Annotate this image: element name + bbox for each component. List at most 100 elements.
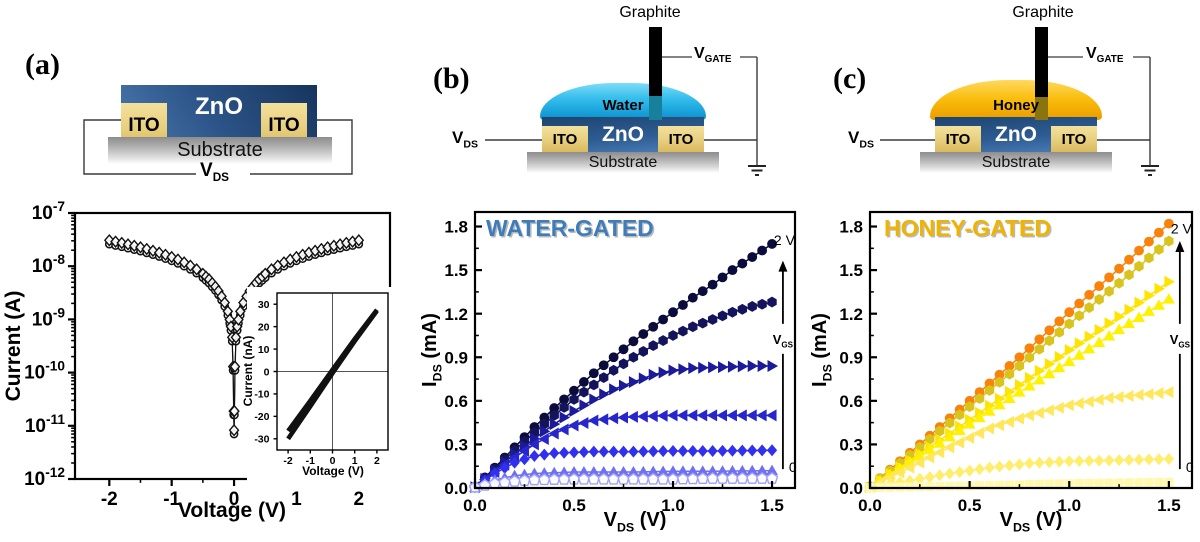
svg-text:1: 1 <box>291 489 302 510</box>
svg-text:-20: -20 <box>254 411 269 423</box>
svg-text:0: 0 <box>229 489 240 510</box>
panel-a: (a) ZnO ITO ITO Substrate VDS <box>0 0 420 200</box>
svg-text:1.8: 1.8 <box>444 218 468 237</box>
ground-icon <box>748 165 766 176</box>
svg-text:0: 0 <box>264 366 270 378</box>
svg-text:2 V: 2 V <box>1171 220 1193 236</box>
svg-text:IDS (mA): IDS (mA) <box>810 313 835 387</box>
graphite-label: Graphite <box>1012 4 1074 21</box>
ito-electrode-left: ITO <box>935 126 981 152</box>
svg-text:0: 0 <box>1186 459 1194 475</box>
svg-text:0.6: 0.6 <box>444 392 468 411</box>
svg-text:30: 30 <box>258 299 270 311</box>
svg-text:10: 10 <box>258 344 270 356</box>
svg-text:20: 20 <box>258 321 270 333</box>
svg-text:0.0: 0.0 <box>839 479 863 498</box>
vds-label: VDS <box>200 160 230 184</box>
substrate-layer: Substrate <box>108 137 332 164</box>
svg-text:1.5: 1.5 <box>839 261 863 280</box>
water-gated-output-chart: 0.0 0.5 1.0 1.5 0.0 0.3 0.6 0.9 1.2 1.5 1.8 VDS (V)… <box>420 210 797 535</box>
svg-text:10-8: 10-8 <box>32 252 66 277</box>
graphite-rod <box>649 27 662 98</box>
wires-panel-a <box>83 119 353 175</box>
svg-text:WATER-GATED: WATER-GATED <box>488 217 656 243</box>
svg-text:1.0: 1.0 <box>661 496 685 515</box>
svg-text:0.3: 0.3 <box>444 436 468 455</box>
svg-text:0.0: 0.0 <box>463 496 487 515</box>
svg-text:10-9: 10-9 <box>32 305 66 330</box>
vds-label: VDS <box>452 128 478 151</box>
ito-electrode-right: ITO <box>1051 126 1097 152</box>
svg-text:-30: -30 <box>254 434 269 446</box>
graphite-rod-tip <box>649 96 662 120</box>
panel-letter-b: (b) <box>433 62 470 95</box>
graphite-rod-tip <box>1035 97 1048 120</box>
vgate-label: VGATE <box>1086 45 1124 66</box>
panel-c: (c) Graphite ZnO ITO ITO Substrate <box>800 0 1200 200</box>
svg-text:2: 2 <box>354 489 365 510</box>
svg-text:Current (A): Current (A) <box>2 291 25 402</box>
svg-text:0.0: 0.0 <box>858 496 882 515</box>
svg-text:IDS (mA): IDS (mA) <box>420 313 445 387</box>
panel-letter-c: (c) <box>833 62 867 95</box>
zno-label: ZnO <box>195 93 243 120</box>
svg-text:10-12: 10-12 <box>24 465 65 490</box>
svg-text:VDS (V): VDS (V) <box>1000 509 1063 535</box>
svg-text:-2: -2 <box>283 455 292 467</box>
svg-text:HONEY-GATED: HONEY-GATED <box>886 217 1053 243</box>
graphite-label: Graphite <box>619 4 681 21</box>
electrolyte-label: Water <box>602 97 644 114</box>
svg-text:VGS: VGS <box>1170 332 1191 350</box>
svg-text:1: 1 <box>352 455 358 467</box>
svg-text:0.5: 0.5 <box>958 496 982 515</box>
svg-text:1.5: 1.5 <box>760 496 784 515</box>
svg-text:-10: -10 <box>254 389 269 401</box>
wires-panel-c <box>880 56 1159 176</box>
ito-label: ITO <box>268 115 300 136</box>
substrate-label: Substrate <box>588 153 658 171</box>
honey-gated-output-chart: 0.0 0.5 1.0 1.5 0.0 0.3 0.6 0.9 1.2 1.5 1.8 VDS (V)… <box>810 210 1194 535</box>
svg-text:VDS (V): VDS (V) <box>604 509 667 535</box>
svg-text:0.9: 0.9 <box>839 348 863 367</box>
svg-text:VGS: VGS <box>773 332 794 350</box>
svg-text:0.6: 0.6 <box>839 392 863 411</box>
svg-text:1.2: 1.2 <box>839 305 863 324</box>
svg-text:0.3: 0.3 <box>839 436 863 455</box>
zno-label: ZnO <box>602 122 644 146</box>
svg-text:Voltage (V): Voltage (V) <box>302 464 364 478</box>
vgate-label: VGATE <box>694 45 732 66</box>
svg-text:10-7: 10-7 <box>32 199 65 224</box>
ito-label: ITO <box>945 130 971 148</box>
ito-label: ITO <box>552 130 578 148</box>
svg-text:1.5: 1.5 <box>1157 496 1181 515</box>
svg-text:2 V: 2 V <box>774 232 796 248</box>
svg-text:Current (nA): Current (nA) <box>241 336 255 407</box>
panel-letter-a: (a) <box>25 48 60 81</box>
substrate-label: Substrate <box>177 139 263 161</box>
svg-text:10-11: 10-11 <box>25 412 66 437</box>
substrate-layer: Substrate <box>920 152 1112 173</box>
vds-label: VDS <box>848 128 874 151</box>
ito-electrode-left: ITO <box>542 126 588 152</box>
svg-text:-1: -1 <box>163 489 180 510</box>
iv-curve-chart: -2 -1 0 1 210-710-810-910-1010-1110-12Voltag… <box>2 199 394 522</box>
panel-b: (b) Graphite ZnO ITO ITO Substrate <box>400 0 800 200</box>
graphite-rod <box>1035 27 1048 99</box>
wires-panel-b <box>485 56 766 176</box>
substrate-layer: Substrate <box>527 152 719 173</box>
svg-text:0: 0 <box>330 455 336 467</box>
svg-text:-2: -2 <box>101 489 118 510</box>
svg-text:1.5: 1.5 <box>444 261 468 280</box>
ito-electrode-right: ITO <box>658 126 704 152</box>
svg-text:1.0: 1.0 <box>1057 496 1081 515</box>
substrate-label: Substrate <box>981 153 1051 171</box>
ground-icon <box>1141 165 1159 176</box>
svg-text:0.5: 0.5 <box>562 496 586 515</box>
svg-text:1.2: 1.2 <box>444 305 468 324</box>
zno-label: ZnO <box>995 122 1037 146</box>
ito-label: ITO <box>128 115 160 136</box>
svg-text:0: 0 <box>789 459 797 475</box>
svg-text:0.9: 0.9 <box>444 348 468 367</box>
svg-text:10-10: 10-10 <box>24 359 65 384</box>
